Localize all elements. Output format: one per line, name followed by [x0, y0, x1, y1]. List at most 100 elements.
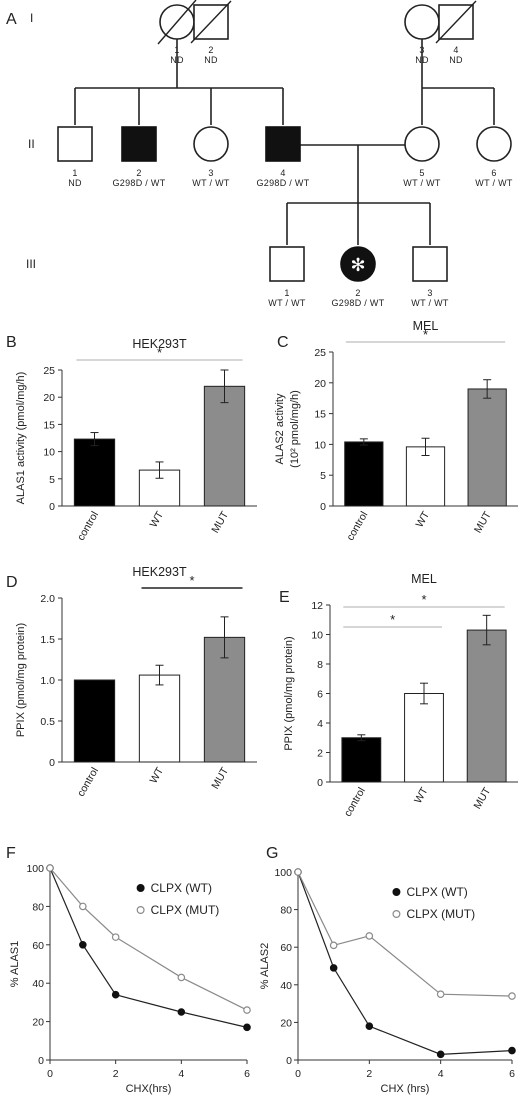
- chart-c-mel-alas2: 0 5 10 15 20 25 MEL ALAS2 activity (10² pmol/mg/…: [274, 319, 518, 543]
- individual-i-3: [404, 4, 440, 40]
- genotype-note-ii-3: WT / WT: [192, 178, 230, 188]
- individual-i-2: [190, 0, 232, 44]
- genotype-note-iii-3: WT / WT: [411, 298, 449, 308]
- y-tick-label: 40: [32, 978, 44, 990]
- individual-number-ii-3: 3: [208, 168, 213, 178]
- category-label: MUT: [471, 785, 493, 811]
- chart-g-alas2-decay: 0 20 40 60 80 100 0 2 4 6 CHX (hrs) % ALAS2 CLPX (WT…: [259, 867, 516, 1095]
- x-tick-label: 2: [113, 1068, 119, 1080]
- generation-label-ii: II: [28, 137, 35, 151]
- y-tick-label: 20: [280, 1017, 292, 1029]
- x-tick-label: 0: [295, 1068, 301, 1080]
- significance-asterisk: *: [390, 612, 395, 627]
- category-label: MUT: [209, 765, 231, 791]
- y-tick-label: 100: [26, 863, 44, 875]
- y-tick-label: 0: [286, 1055, 292, 1067]
- genotype-note-iii-2: G298D / WT: [331, 298, 384, 308]
- legend-label: CLPX (MUT): [151, 903, 220, 917]
- data-point: [79, 940, 87, 949]
- individual-number-iii-3: 3: [427, 288, 432, 298]
- y-tick-label: 10: [43, 447, 55, 459]
- individual-ii-2: [121, 126, 157, 162]
- legend-marker: [392, 887, 401, 896]
- panel-label-b: B: [6, 334, 17, 351]
- female-symbol: [340, 246, 376, 282]
- female-symbol: [404, 4, 440, 40]
- category-label: WT: [414, 509, 433, 530]
- genotype-note-ii-5: WT / WT: [403, 178, 441, 188]
- y-tick-label: 5: [320, 470, 326, 482]
- chart-title: MEL: [413, 319, 439, 333]
- bar: [467, 388, 507, 507]
- y-tick-label: 60: [32, 940, 44, 952]
- individual-ii-4: [265, 126, 301, 162]
- chart-title: HEK293T: [132, 565, 187, 579]
- data-point: [329, 964, 338, 972]
- generation-label-i: I: [30, 11, 33, 25]
- category-label: WT: [412, 785, 431, 806]
- generation-label-iii: III: [26, 257, 36, 271]
- y-axis-label: ALAS1 activity (pmol/mg/h): [15, 372, 27, 505]
- x-axis-label: CHX (hrs): [381, 1083, 430, 1095]
- legend-marker: [392, 909, 401, 918]
- x-tick-label: 6: [509, 1068, 515, 1080]
- x-tick-label: 6: [244, 1068, 250, 1080]
- category-label: MUT: [209, 509, 231, 535]
- y-tick-label: 80: [280, 905, 292, 917]
- individual-number-ii-6: 6: [491, 168, 496, 178]
- individual-iii-2: ✻: [340, 246, 376, 282]
- y-axis-label: % ALAS2: [259, 943, 271, 989]
- genotype-note-i-2: ND: [204, 55, 218, 65]
- panel-label-d: D: [6, 574, 18, 591]
- data-point: [79, 902, 87, 911]
- y-tick-label: 2: [317, 748, 323, 760]
- individual-number-ii-4: 4: [280, 168, 285, 178]
- y-tick-label: 10: [311, 630, 323, 642]
- chart-f-alas1-decay: 0 20 40 60 80 100 0 2 4 6 CHX(hrs) % ALAS1 CLPX (WT)…: [9, 863, 251, 1095]
- proband-asterisk-icon: ✻: [350, 255, 365, 275]
- data-point: [177, 973, 186, 982]
- y-axis-label: % ALAS1: [9, 941, 21, 987]
- category-label: control: [344, 510, 370, 543]
- legend-label: CLPX (WT): [406, 885, 467, 899]
- y-tick-label: 0: [49, 501, 55, 513]
- y-tick-label: 100: [274, 867, 292, 879]
- legend-label: CLPX (WT): [151, 881, 212, 895]
- y-tick-label: 12: [311, 600, 323, 612]
- y-tick-label: 25: [43, 365, 55, 377]
- panel-label-a: A: [6, 11, 17, 28]
- individual-number-ii-2: 2: [136, 168, 141, 178]
- data-point: [508, 992, 516, 1000]
- genotype-note-i-4: ND: [449, 55, 463, 65]
- genotype-note-ii-2: G298D / WT: [112, 178, 165, 188]
- x-tick-label: 0: [47, 1068, 53, 1080]
- significance-asterisk: *: [189, 573, 194, 588]
- category-label: WT: [148, 509, 167, 530]
- y-tick-label: 1.5: [40, 634, 55, 646]
- data-point: [243, 1023, 251, 1032]
- bar: [405, 446, 446, 507]
- series-line: [297, 871, 513, 1055]
- individual-iii-1: [269, 246, 305, 282]
- y-tick-label: 15: [43, 419, 55, 431]
- individual-number-iii-2: 2: [355, 288, 360, 298]
- y-tick-label: 20: [314, 378, 326, 390]
- series-line: [49, 867, 248, 1028]
- bar: [138, 674, 181, 763]
- y-tick-label: 4: [317, 718, 323, 730]
- deceased-slash: [435, 0, 477, 44]
- data-point: [436, 1050, 445, 1059]
- individual-number-ii-1: 1: [72, 168, 77, 178]
- bar: [73, 438, 116, 507]
- y-axis-label: ALAS2 activity: [274, 393, 286, 464]
- y-tick-label: 0.5: [40, 716, 55, 728]
- chart-e-mel-ppix: 0 2 4 6 8 10 12 MEL PPIX (pmol/mg protein) contro…: [283, 572, 518, 819]
- y-tick-label: 25: [314, 347, 326, 359]
- genotype-note-i-1: ND: [170, 55, 184, 65]
- individual-number-ii-5: 5: [419, 168, 424, 178]
- genotype-note-ii-4: G298D / WT: [256, 178, 309, 188]
- data-point: [46, 864, 54, 872]
- pedigree-panel: A I II III: [6, 0, 513, 308]
- chart-d-hek293t-ppix: 0 0.5 1.0 1.5 2.0 HEK293T PPIX (pmol/mg protei…: [15, 565, 257, 799]
- y-tick-label: 40: [280, 980, 292, 992]
